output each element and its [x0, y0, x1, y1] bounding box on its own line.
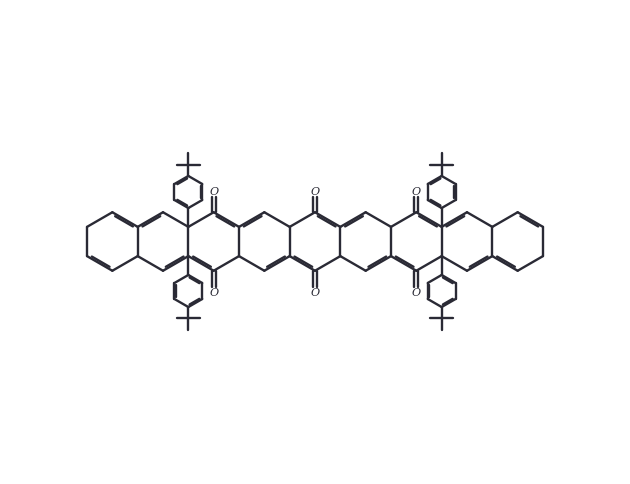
Text: O: O [209, 287, 218, 298]
Text: O: O [209, 186, 218, 197]
Text: O: O [412, 186, 421, 197]
Text: O: O [311, 287, 319, 298]
Text: O: O [412, 287, 421, 298]
Text: O: O [311, 186, 319, 197]
